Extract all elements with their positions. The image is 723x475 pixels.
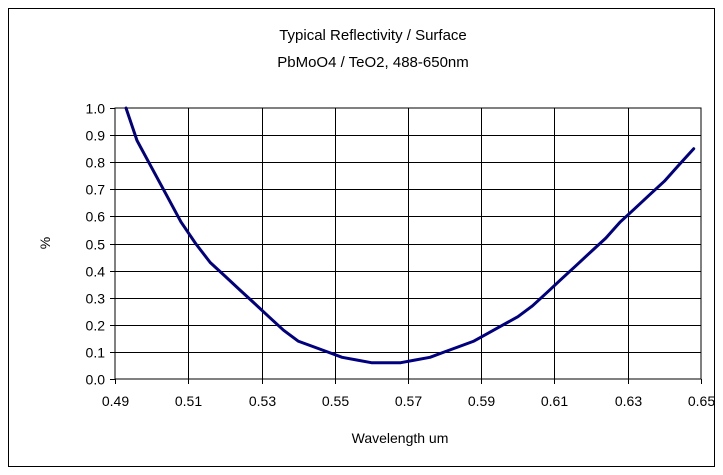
y-tick-label: 0.7 (86, 182, 106, 198)
y-axis-ticks: 0.0 0.1 0.2 0.3 0.4 0.5 0.6 0.7 0.8 0.9 1.0 (86, 101, 115, 388)
x-tick-label: 0.55 (322, 393, 349, 409)
y-tick-label: 0.3 (86, 291, 106, 307)
chart-title: Typical Reflectivity / Surface (279, 27, 467, 44)
y-axis-label: % (37, 237, 53, 249)
x-tick-label: 0.65 (688, 393, 715, 409)
y-tick-label: 0.8 (86, 155, 106, 171)
x-tick-label: 0.53 (249, 393, 276, 409)
x-tick-label: 0.59 (468, 393, 495, 409)
x-axis-label: Wavelength um (352, 430, 449, 446)
y-tick-label: 0.9 (86, 128, 106, 144)
x-axis-ticks: 0.49 0.51 0.53 0.55 0.57 0.59 0.61 0.63 0.65 (102, 379, 715, 409)
y-tick-label: 0.5 (86, 237, 106, 253)
x-tick-label: 0.57 (395, 393, 422, 409)
x-tick-label: 0.61 (541, 393, 568, 409)
y-tick-label: 0.4 (86, 264, 106, 280)
y-tick-label: 1.0 (86, 101, 106, 117)
reflectivity-series-line (124, 106, 696, 365)
series-layer (124, 106, 696, 365)
y-tick-label: 0.1 (86, 345, 106, 361)
x-tick-label: 0.51 (175, 393, 202, 409)
y-tick-label: 0.6 (86, 209, 106, 225)
y-tick-label: 0.2 (86, 318, 106, 334)
grid-lines (115, 108, 701, 379)
x-tick-label: 0.63 (615, 393, 642, 409)
chart-subtitle: PbMoO4 / TeO2, 488-650nm (277, 54, 469, 71)
x-tick-label: 0.49 (102, 393, 129, 409)
chart-outer-border (8, 8, 715, 467)
y-tick-label: 0.0 (86, 372, 106, 388)
